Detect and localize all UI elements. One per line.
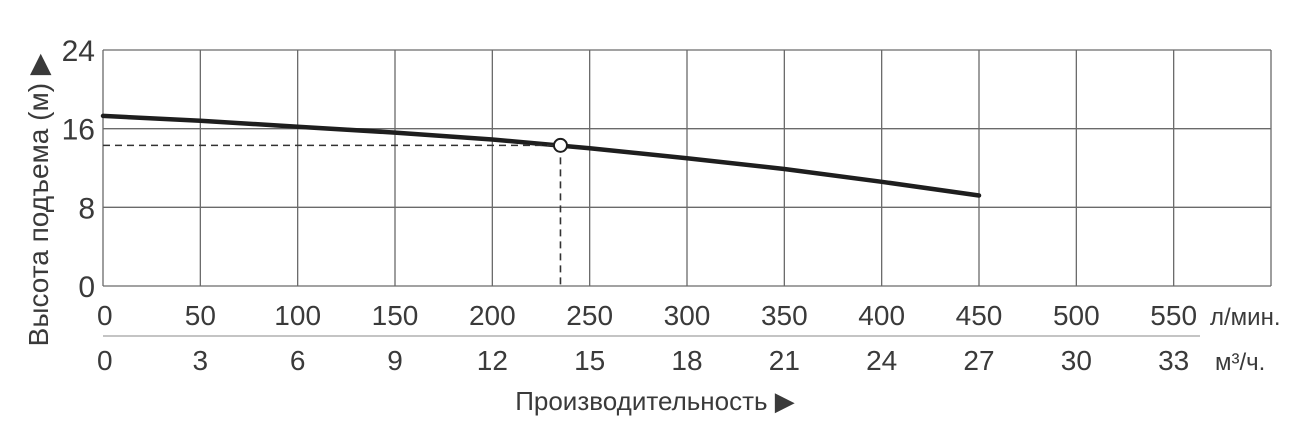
x-tick-label-primary: 300: [664, 300, 711, 331]
x-tick-label-primary: 100: [274, 300, 321, 331]
x-tick-label-secondary: 12: [477, 345, 508, 376]
x-tick-label-secondary: 18: [671, 345, 702, 376]
y-tick-label: 24: [62, 35, 95, 68]
y-tick-label: 8: [78, 192, 95, 225]
x-tick-label-secondary: 30: [1061, 345, 1092, 376]
x-unit-primary: л/мин.: [1210, 304, 1281, 331]
x-tick-label-primary: 0: [97, 300, 113, 331]
pump-curve: [100, 113, 982, 198]
x-tick-label-primary: 200: [469, 300, 516, 331]
x-tick-label-secondary: 0: [97, 345, 113, 376]
curve-layer: [100, 113, 982, 286]
x-tick-label-secondary: 21: [769, 345, 800, 376]
x-tick-label-secondary: 24: [866, 345, 897, 376]
y-tick-label: 0: [78, 271, 95, 304]
x-tick-label-primary: 250: [566, 300, 613, 331]
tick-labels: 0 8 16 24 0 50 100 150 200 250 300 350 400 450 500 550 0…: [62, 35, 1197, 376]
x-axis-label: Производительность ▶: [515, 386, 795, 416]
chart-grid: [102, 49, 1272, 337]
x-tick-label-primary: 50: [185, 300, 216, 331]
operating-point-marker: [552, 137, 568, 153]
x-tick-label-secondary: 27: [963, 345, 994, 376]
x-tick-label-secondary: 9: [387, 345, 403, 376]
x-tick-label-primary: 400: [858, 300, 905, 331]
x-tick-label-primary: 450: [956, 300, 1003, 331]
x-tick-label-primary: 500: [1053, 300, 1100, 331]
x-tick-label-secondary: 3: [193, 345, 209, 376]
y-tick-label: 16: [62, 114, 95, 147]
y-axis-label: Высота подъема (м) ▶: [23, 53, 54, 346]
x-tick-label-primary: 550: [1150, 300, 1197, 331]
x-tick-label-secondary: 33: [1158, 345, 1189, 376]
x-tick-label-primary: 150: [372, 300, 419, 331]
x-unit-secondary: м³/ч.: [1215, 349, 1265, 376]
x-tick-label-secondary: 15: [574, 345, 605, 376]
x-tick-label-secondary: 6: [290, 345, 306, 376]
x-tick-label-primary: 350: [761, 300, 808, 331]
